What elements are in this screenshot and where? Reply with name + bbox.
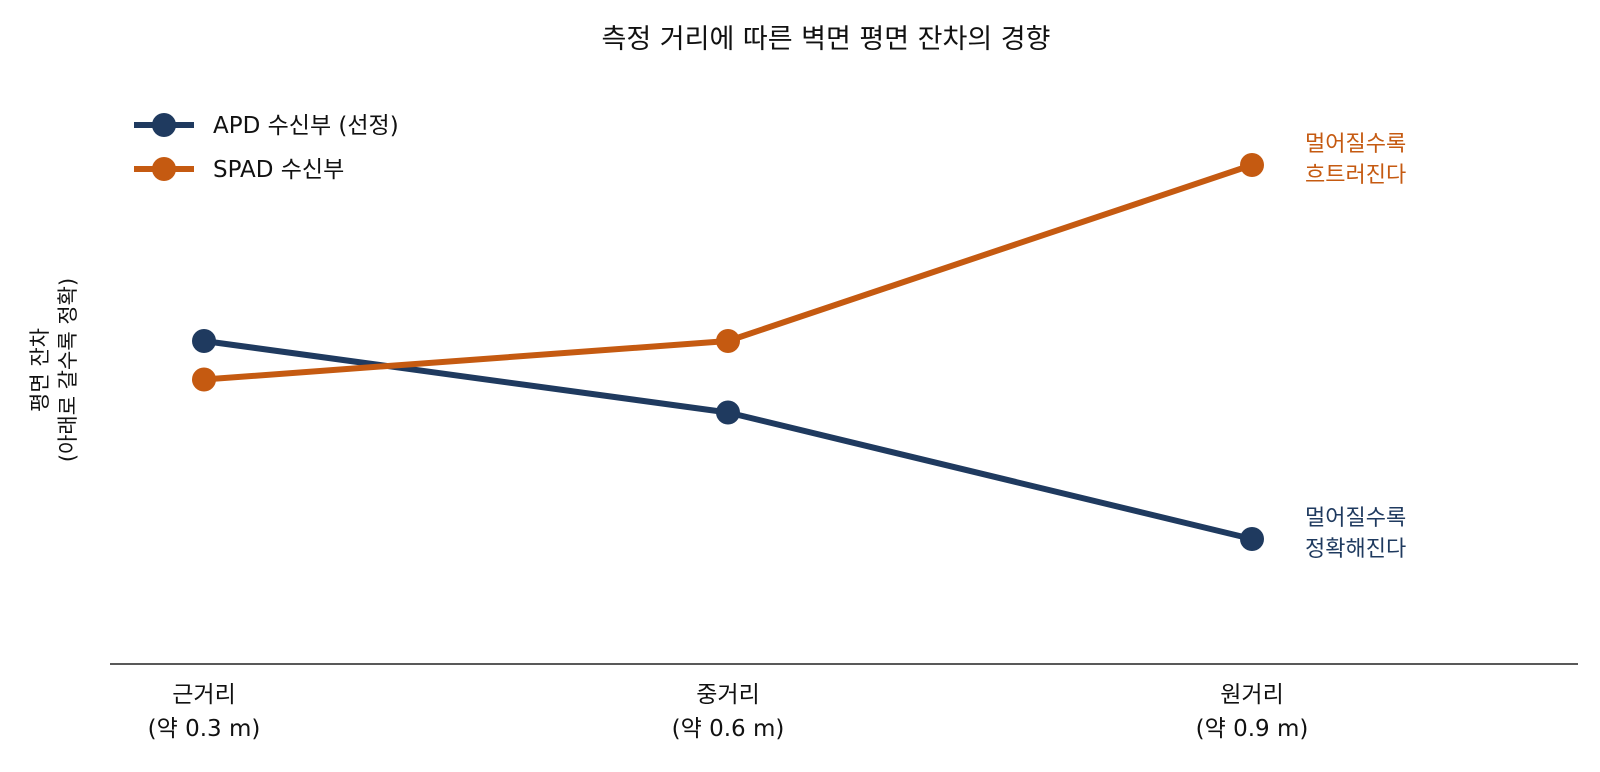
- series-annotation: 멀어질수록: [1305, 132, 1406, 157]
- y-axis-label-main: 평면 잔차: [28, 328, 52, 412]
- y-axis-label: 평면 잔차 (아래로 갈수록 정확): [28, 278, 80, 462]
- chart-title: 측정 거리에 따른 벽면 평면 잔차의 경향: [602, 24, 1051, 55]
- legend-label: APD 수신부 (선정): [213, 113, 399, 139]
- x-tick-sublabel: (약 0.9 m): [1196, 716, 1309, 742]
- series-annotation: 흐트러진다: [1305, 163, 1406, 188]
- legend-swatch-marker: [152, 157, 176, 181]
- data-point: [192, 329, 216, 353]
- series-layer: [192, 153, 1264, 551]
- legend: APD 수신부 (선정) SPAD 수신부: [134, 113, 399, 183]
- x-tick-label: 원거리: [1220, 682, 1283, 708]
- y-axis-label-note: (아래로 갈수록 정확): [56, 278, 80, 462]
- data-point: [716, 400, 740, 425]
- data-point: [716, 329, 740, 353]
- data-point: [192, 367, 216, 392]
- data-point: [1240, 527, 1264, 551]
- x-tick-label: 중거리: [696, 682, 759, 708]
- series-annotation: 멀어질수록: [1305, 506, 1406, 531]
- data-point: [1240, 153, 1264, 177]
- series-annotation: 정확해진다: [1305, 537, 1406, 562]
- x-tick-sublabel: (약 0.6 m): [672, 716, 785, 742]
- x-tick-label: 근거리: [172, 682, 235, 708]
- x-tick-sublabel: (약 0.3 m): [148, 716, 261, 742]
- x-axis-ticks: 근거리 (약 0.3 m) 중거리 (약 0.6 m) 원거리 (약 0.9 m): [148, 682, 1309, 742]
- legend-label: SPAD 수신부: [213, 157, 344, 183]
- legend-swatch-marker: [152, 113, 176, 137]
